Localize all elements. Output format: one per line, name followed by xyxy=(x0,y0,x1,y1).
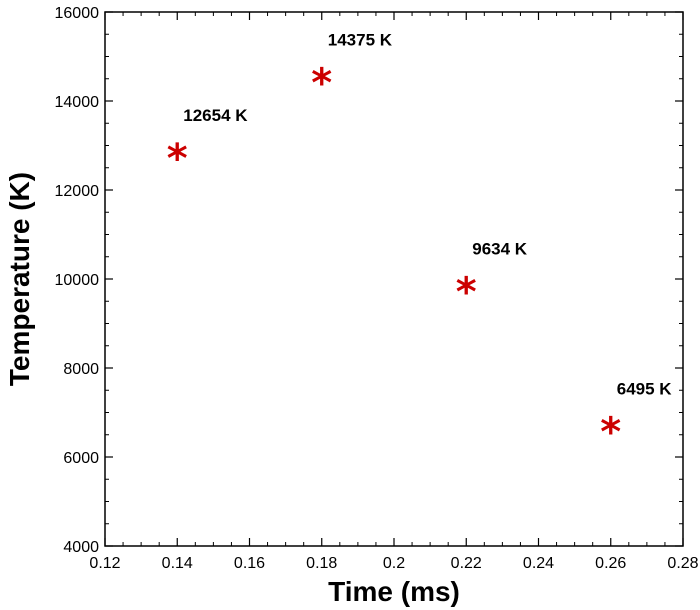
x-axis-title: Time (ms) xyxy=(328,576,460,607)
x-tick-label: 0.16 xyxy=(234,555,265,572)
plot-frame xyxy=(104,11,684,547)
data-label: 6495 K xyxy=(617,380,673,399)
y-tick-label: 16000 xyxy=(55,5,100,22)
data-point-marker: * xyxy=(456,269,477,315)
x-tick-label: 0.28 xyxy=(667,555,698,572)
data-point-marker: * xyxy=(311,60,332,106)
x-tick-label: 0.18 xyxy=(306,555,337,572)
y-tick-label: 12000 xyxy=(55,183,100,200)
data-point-marker: * xyxy=(600,410,621,456)
y-axis-title: Temperature (K) xyxy=(4,172,35,386)
data-label: 14375 K xyxy=(328,30,393,49)
data-points: * 12654 K * 14375 K * 9634 K * 6495 K xyxy=(167,30,673,455)
data-point-marker: * xyxy=(167,136,188,182)
x-tick-label: 0.2 xyxy=(383,555,405,572)
x-tick-label: 0.26 xyxy=(595,555,626,572)
x-tick-label: 0.22 xyxy=(451,555,482,572)
y-tick-label: 10000 xyxy=(55,272,100,289)
data-label: 9634 K xyxy=(472,239,528,258)
y-tick-label: 4000 xyxy=(63,539,99,556)
y-tick-label: 6000 xyxy=(63,450,99,467)
y-tick-label: 8000 xyxy=(63,361,99,378)
data-label: 12654 K xyxy=(183,106,248,125)
x-tick-label: 0.12 xyxy=(89,555,120,572)
x-tick-label: 0.24 xyxy=(523,555,554,572)
x-tick-label: 0.14 xyxy=(162,555,193,572)
axes: 0.12 0.14 0.16 0.18 0.2 0.22 0.24 0.26 0.28 4000 6… xyxy=(55,5,699,572)
y-tick-label: 14000 xyxy=(55,94,100,111)
